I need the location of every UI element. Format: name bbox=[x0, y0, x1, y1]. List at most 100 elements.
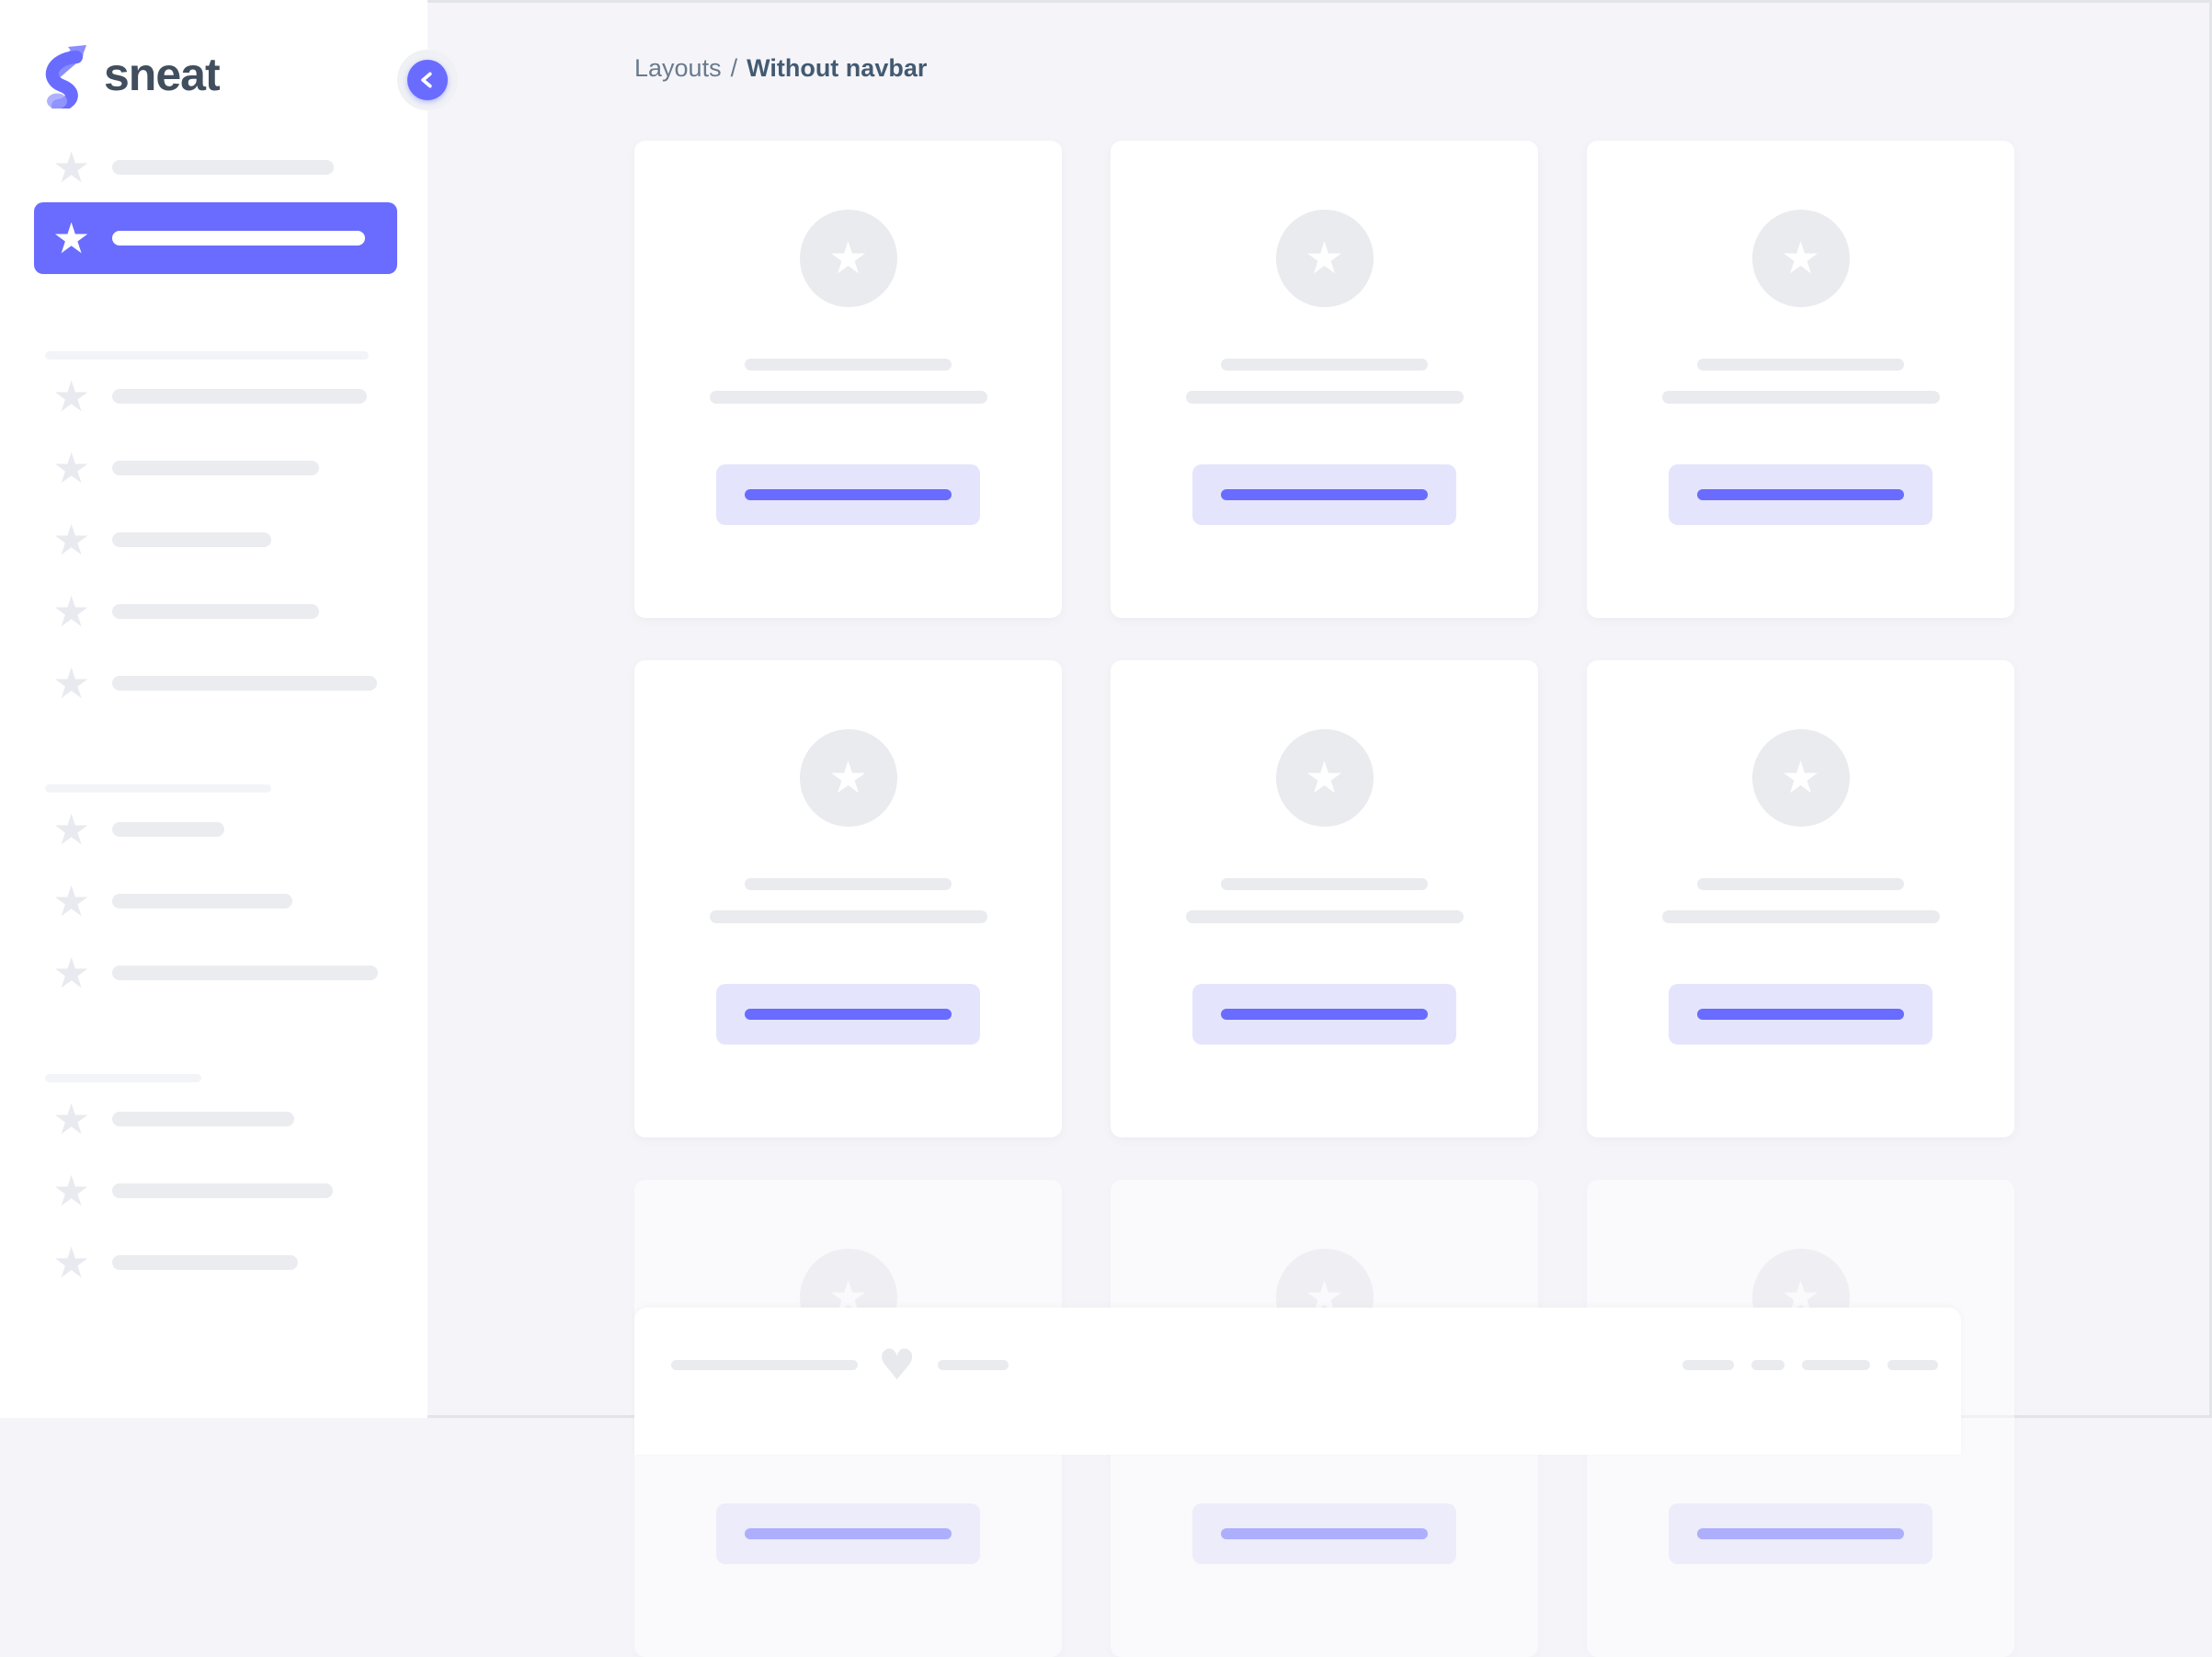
card-action-button[interactable] bbox=[1669, 464, 1933, 525]
sidebar-item[interactable]: ★ bbox=[0, 806, 428, 853]
star-icon: ★ bbox=[52, 1094, 91, 1144]
card: ★ bbox=[1587, 660, 2014, 1137]
card-action-button[interactable] bbox=[1669, 984, 1933, 1045]
card-action-button[interactable] bbox=[716, 1503, 980, 1564]
skeleton-button-bar bbox=[745, 1009, 952, 1020]
skeleton-text-bar bbox=[112, 966, 378, 980]
footer-right-group bbox=[1665, 1359, 1938, 1370]
skeleton-text-bar bbox=[112, 1112, 294, 1126]
sidebar-menu: ★ ★ ★ ★ ★ ★ ★ ★ ★ ★ ★ ★ ★ bbox=[0, 143, 428, 1310]
skeleton-button-bar bbox=[1221, 1528, 1428, 1539]
skeleton-footer-bar bbox=[938, 1359, 1009, 1370]
skeleton-text-bar bbox=[112, 604, 319, 619]
avatar-circle: ★ bbox=[1275, 729, 1374, 827]
star-icon: ★ bbox=[1304, 752, 1345, 804]
star-icon: ★ bbox=[52, 1238, 91, 1287]
skeleton-footer-link-bar bbox=[1802, 1359, 1870, 1370]
skeleton-text-bar bbox=[112, 822, 224, 837]
star-icon: ★ bbox=[1780, 233, 1821, 284]
star-icon: ★ bbox=[1780, 752, 1821, 804]
brand-text: sneat bbox=[104, 49, 221, 100]
skeleton-subtitle-bar bbox=[709, 391, 987, 404]
avatar-circle: ★ bbox=[799, 729, 897, 827]
sidebar-item[interactable]: ★ bbox=[0, 444, 428, 492]
star-icon: ★ bbox=[52, 443, 91, 493]
card-action-button[interactable] bbox=[1192, 984, 1456, 1045]
skeleton-footer-bar bbox=[671, 1359, 858, 1370]
sidebar-section-divider bbox=[45, 784, 271, 793]
skeleton-subtitle-bar bbox=[1661, 391, 1940, 404]
star-icon: ★ bbox=[52, 515, 91, 565]
sidebar-collapse-button[interactable] bbox=[407, 60, 448, 100]
skeleton-text-bar bbox=[112, 160, 334, 175]
skeleton-title-bar bbox=[1221, 878, 1428, 890]
sidebar-item[interactable]: ★ bbox=[0, 949, 428, 997]
skeleton-footer-link-bar bbox=[1751, 1359, 1784, 1370]
skeleton-footer-link-bar bbox=[1887, 1359, 1938, 1370]
footer: ♥ bbox=[634, 1308, 1961, 1455]
skeleton-button-bar bbox=[1697, 489, 1904, 500]
star-icon: ★ bbox=[1304, 233, 1345, 284]
card-action-button[interactable] bbox=[1192, 464, 1456, 525]
sidebar-item[interactable]: ★ bbox=[0, 1167, 428, 1215]
sidebar-item[interactable]: ★ bbox=[0, 1095, 428, 1143]
star-icon: ★ bbox=[52, 658, 91, 708]
skeleton-subtitle-bar bbox=[709, 910, 987, 923]
breadcrumb-parent[interactable]: Layouts bbox=[634, 54, 722, 82]
star-icon: ★ bbox=[52, 371, 91, 421]
footer-left-group: ♥ bbox=[671, 1340, 1009, 1389]
avatar-circle: ★ bbox=[1275, 210, 1374, 307]
skeleton-text-bar bbox=[112, 389, 367, 404]
sidebar-item[interactable]: ★ bbox=[0, 877, 428, 925]
chevron-left-icon bbox=[421, 72, 432, 88]
avatar-circle: ★ bbox=[1751, 729, 1850, 827]
avatar-circle: ★ bbox=[799, 210, 897, 307]
sidebar-item[interactable]: ★ bbox=[0, 659, 428, 707]
star-icon: ★ bbox=[827, 233, 869, 284]
skeleton-subtitle-bar bbox=[1185, 391, 1464, 404]
card-action-button[interactable] bbox=[1669, 1503, 1933, 1564]
skeleton-subtitle-bar bbox=[1661, 910, 1940, 923]
skeleton-subtitle-bar bbox=[1185, 910, 1464, 923]
skeleton-button-bar bbox=[745, 489, 952, 500]
breadcrumb-current: Without navbar bbox=[747, 54, 928, 82]
footer-row: ♥ bbox=[671, 1340, 1938, 1389]
sidebar-item-active[interactable]: ★ bbox=[34, 202, 397, 274]
skeleton-title-bar bbox=[1697, 878, 1904, 890]
breadcrumb: Layouts / Without navbar bbox=[634, 53, 927, 83]
sneat-logo-icon bbox=[45, 45, 86, 109]
skeleton-text-bar bbox=[112, 676, 377, 691]
skeleton-title-bar bbox=[745, 359, 952, 371]
brand-link[interactable]: sneat bbox=[43, 40, 221, 109]
card-action-button[interactable] bbox=[716, 464, 980, 525]
breadcrumb-separator: / bbox=[730, 54, 738, 82]
star-icon: ★ bbox=[827, 752, 869, 804]
sidebar-item[interactable]: ★ bbox=[0, 516, 428, 564]
card-action-button[interactable] bbox=[1192, 1503, 1456, 1564]
skeleton-text-bar bbox=[112, 532, 271, 547]
sidebar: sneat ★ ★ ★ ★ ★ ★ ★ ★ ★ ★ ★ ★ ★ bbox=[0, 0, 428, 1418]
sidebar-item[interactable]: ★ bbox=[0, 372, 428, 420]
sidebar-item[interactable]: ★ bbox=[0, 588, 428, 635]
sidebar-item[interactable]: ★ bbox=[0, 1239, 428, 1286]
sidebar-section-divider bbox=[45, 1074, 201, 1082]
card-action-button[interactable] bbox=[716, 984, 980, 1045]
skeleton-button-bar bbox=[1221, 1009, 1428, 1020]
skeleton-text-bar bbox=[112, 1255, 298, 1270]
skeleton-title-bar bbox=[745, 878, 952, 890]
card: ★ bbox=[1111, 660, 1538, 1137]
star-icon: ★ bbox=[52, 1166, 91, 1216]
star-icon: ★ bbox=[52, 876, 91, 926]
skeleton-button-bar bbox=[1697, 1528, 1904, 1539]
star-icon: ★ bbox=[52, 805, 91, 854]
heart-icon: ♥ bbox=[878, 1340, 917, 1389]
sidebar-item[interactable]: ★ bbox=[0, 143, 428, 191]
skeleton-button-bar bbox=[1697, 1009, 1904, 1020]
skeleton-button-bar bbox=[1221, 489, 1428, 500]
card: ★ bbox=[634, 660, 1062, 1137]
skeleton-text-bar bbox=[112, 461, 319, 475]
card: ★ bbox=[634, 141, 1062, 618]
skeleton-text-bar bbox=[112, 1183, 333, 1198]
skeleton-footer-link-bar bbox=[1682, 1359, 1734, 1370]
skeleton-text-bar bbox=[112, 231, 365, 246]
